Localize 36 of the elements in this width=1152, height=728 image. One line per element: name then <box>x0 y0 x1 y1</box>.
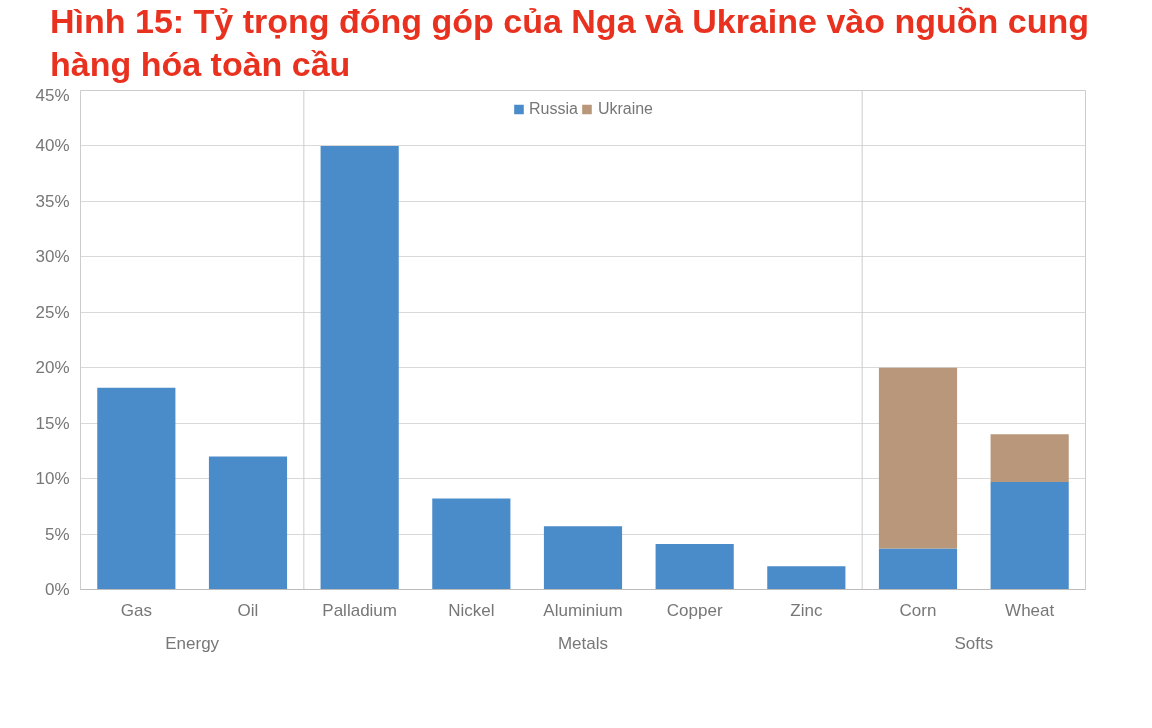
bar <box>990 481 1069 590</box>
x-tick-label: Wheat <box>1005 600 1055 620</box>
y-tick-label: 20% <box>35 358 70 378</box>
y-tick-label: 30% <box>35 247 70 267</box>
legend-label: Ukraine <box>597 100 654 118</box>
x-tick-label: Aluminium <box>543 600 623 620</box>
x-tick-label: Oil <box>237 600 259 620</box>
text: Metals <box>557 633 609 653</box>
bar <box>208 456 288 590</box>
bar <box>767 566 846 590</box>
y-tick-label: 15% <box>35 413 70 433</box>
x-tick-label: Palladium <box>322 600 397 620</box>
y-tick-label: 40% <box>35 136 70 156</box>
x-tick-label: Nickel <box>448 600 495 620</box>
x-tick-label: Gas <box>120 600 152 620</box>
bar <box>432 498 511 590</box>
text: Energy <box>165 633 220 653</box>
y-tick-label: 5% <box>44 524 70 544</box>
x-tick-label: Corn <box>899 600 937 620</box>
y-tick-label: 35% <box>35 191 70 211</box>
bar <box>320 145 399 590</box>
y-tick-label: 25% <box>35 302 70 322</box>
x-tick-label: Zinc <box>790 600 823 620</box>
y-tick-label: 0% <box>44 580 70 599</box>
y-tick-label: 45% <box>35 85 70 105</box>
bar <box>990 434 1069 482</box>
bar <box>97 387 176 590</box>
text: Softs <box>954 633 994 653</box>
bar <box>655 544 734 590</box>
bar <box>878 548 958 590</box>
bar <box>878 367 958 549</box>
chart-title: Hình 15: Tỷ trọng đóng góp của Nga và Ukraine vào nguồn cung hàng hóa toàn cầu <box>50 1 1090 85</box>
legend-label: Russia <box>528 100 578 118</box>
y-tick-label: 10% <box>35 469 70 489</box>
bar <box>543 526 623 590</box>
x-tick-label: Copper <box>666 600 723 620</box>
